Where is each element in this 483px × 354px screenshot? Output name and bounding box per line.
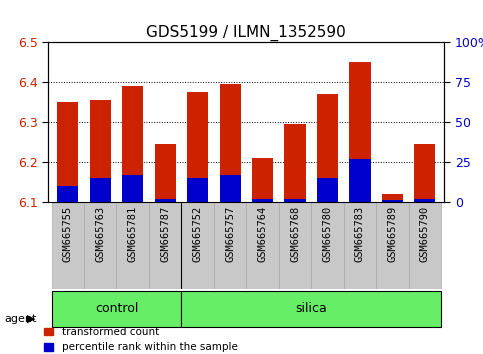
Bar	[317, 94, 338, 202]
Bar	[252, 158, 273, 202]
FancyBboxPatch shape	[311, 202, 344, 289]
Text: GSM665787: GSM665787	[160, 206, 170, 262]
Bar	[220, 84, 241, 202]
Text: control: control	[95, 302, 138, 315]
FancyBboxPatch shape	[279, 202, 311, 289]
FancyBboxPatch shape	[116, 202, 149, 289]
Text: GSM665768: GSM665768	[290, 206, 300, 262]
Text: GSM665755: GSM665755	[63, 206, 73, 262]
Bar	[317, 178, 338, 202]
FancyBboxPatch shape	[182, 291, 441, 327]
Text: GSM665790: GSM665790	[420, 206, 430, 262]
Bar	[187, 92, 208, 202]
Bar	[57, 102, 78, 202]
FancyBboxPatch shape	[52, 291, 182, 327]
Bar	[90, 100, 111, 202]
Text: GSM665752: GSM665752	[193, 206, 203, 262]
Text: GSM665764: GSM665764	[257, 206, 268, 262]
FancyBboxPatch shape	[376, 202, 409, 289]
Text: ▶: ▶	[27, 314, 35, 324]
Bar	[382, 194, 403, 202]
Text: GSM665757: GSM665757	[225, 206, 235, 262]
Bar	[220, 175, 241, 202]
FancyBboxPatch shape	[214, 202, 246, 289]
FancyBboxPatch shape	[344, 202, 376, 289]
Bar	[349, 62, 370, 202]
Bar	[90, 178, 111, 202]
Text: GSM665763: GSM665763	[95, 206, 105, 262]
Bar	[414, 199, 436, 202]
FancyBboxPatch shape	[84, 202, 116, 289]
Legend: transformed count, percentile rank within the sample: transformed count, percentile rank withi…	[44, 327, 238, 352]
Bar	[187, 178, 208, 202]
Bar	[382, 200, 403, 202]
Bar	[349, 159, 370, 202]
FancyBboxPatch shape	[409, 202, 441, 289]
Text: silica: silica	[296, 302, 327, 315]
Bar	[284, 199, 306, 202]
FancyBboxPatch shape	[182, 202, 214, 289]
Bar	[122, 175, 143, 202]
Text: GSM665789: GSM665789	[387, 206, 398, 262]
Bar	[57, 186, 78, 202]
Bar	[284, 124, 306, 202]
Bar	[155, 199, 176, 202]
Bar	[155, 144, 176, 202]
Text: GSM665783: GSM665783	[355, 206, 365, 262]
Bar	[414, 144, 436, 202]
Bar	[252, 199, 273, 202]
FancyBboxPatch shape	[246, 202, 279, 289]
FancyBboxPatch shape	[52, 202, 84, 289]
Bar	[122, 86, 143, 202]
Text: GSM665780: GSM665780	[323, 206, 332, 262]
Text: agent: agent	[5, 314, 37, 324]
Title: GDS5199 / ILMN_1352590: GDS5199 / ILMN_1352590	[146, 25, 346, 41]
Text: GSM665781: GSM665781	[128, 206, 138, 262]
FancyBboxPatch shape	[149, 202, 182, 289]
